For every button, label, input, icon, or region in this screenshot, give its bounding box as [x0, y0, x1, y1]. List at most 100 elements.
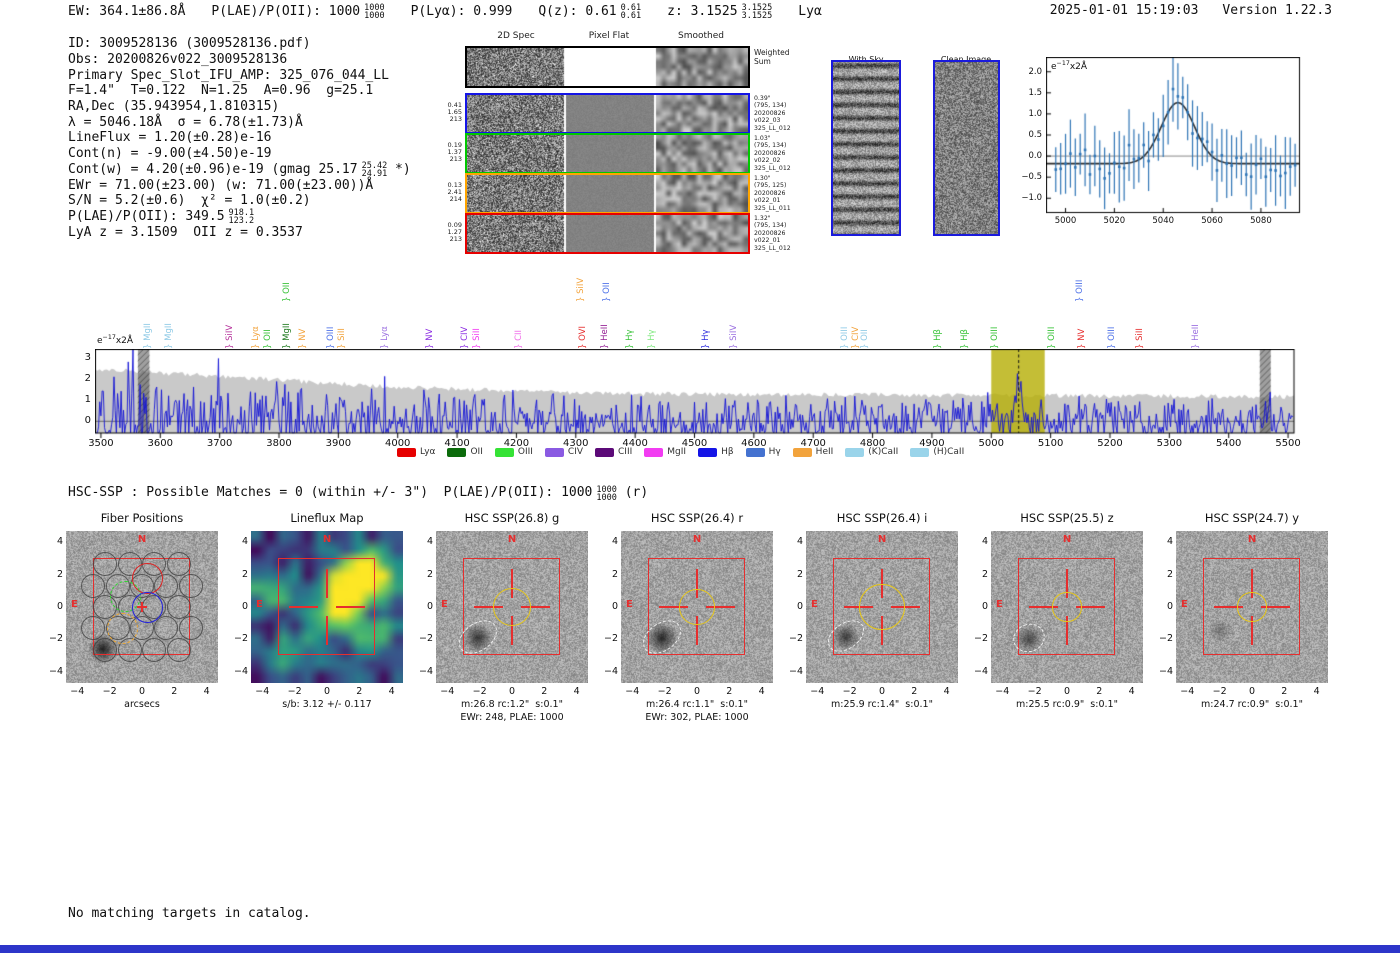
- spectrum-x-tick: 4800: [859, 438, 886, 449]
- panel-y-tick: −4: [233, 665, 248, 677]
- panel-y-tick: −2: [48, 633, 63, 645]
- emission-line-label: } HeII: [1191, 324, 1202, 349]
- legend-label: Hγ: [768, 447, 781, 457]
- panel-y-tick: 4: [241, 536, 248, 548]
- info-line: RA,Dec (35.943954,1.810315): [68, 99, 411, 115]
- inset-y-tick: 0.0: [1028, 151, 1042, 162]
- report-version: Version 1.22.3: [1222, 3, 1332, 18]
- panel-x-tick: 2: [171, 686, 178, 697]
- clean-cutout-image: [935, 62, 998, 234]
- legend-swatch: [644, 447, 664, 457]
- extraction-box: [1018, 558, 1115, 655]
- panel-y-tick: 4: [426, 536, 433, 548]
- spectrum-x-tick: 5400: [1215, 438, 1242, 449]
- panel-x-tick: −2: [1212, 686, 1227, 697]
- info-line: LyA z = 3.1509 OII z = 0.3537: [68, 224, 411, 240]
- full-spectrum-plot: [95, 349, 1296, 441]
- emission-line-label: } Hβ: [959, 329, 970, 349]
- panel-x-tick: −2: [1027, 686, 1042, 697]
- panel-x-tick: −2: [287, 686, 302, 697]
- panel-y-tick: 0: [611, 601, 618, 612]
- emission-line-label: } SiIV: [575, 277, 586, 302]
- footer-notes: No matching targets in catalog. Row inte…: [68, 876, 311, 953]
- panel-x-tick: 2: [1281, 686, 1288, 697]
- panel-x-tick: 2: [726, 686, 733, 697]
- spec2d-row-right-value: (795, 134): [754, 142, 787, 150]
- panel-x-tick: 4: [1128, 686, 1135, 697]
- legend-swatch: [447, 447, 467, 457]
- panel-y-tick: 2: [981, 568, 988, 580]
- crosshair-horizontal: [474, 606, 503, 608]
- inset-y-tick: 1.0: [1028, 108, 1042, 119]
- fraction-top: 3.1525: [741, 3, 773, 13]
- spec2d-row-right-value: 325_LL_012: [754, 244, 791, 252]
- panel-x-tick: 0: [508, 686, 516, 697]
- panel-y-tick: −4: [603, 665, 618, 677]
- panel-x-tick: −4: [70, 686, 85, 697]
- compass-east-label: E: [441, 599, 448, 610]
- panel-y-tick: 4: [1166, 536, 1173, 548]
- header-field-text: P(LAE)/P(OII): 1000: [211, 3, 361, 19]
- fiber-circle: [93, 552, 118, 577]
- spectrum-x-tick: 4100: [444, 438, 470, 449]
- info-line: EWr = 71.00(±23.00) (w: 71.00(±23.00))Å: [68, 177, 411, 193]
- fiber-circle: [142, 637, 167, 662]
- spec2d-row-right-value: 20200826: [754, 109, 786, 117]
- spec2d-row-right-value: 1.30": [754, 175, 771, 182]
- spec2d-row-left-labels: 0.19 1.37 213: [436, 141, 462, 164]
- info-line: Obs: 20200826v022_3009528136: [68, 52, 411, 68]
- spec2d-row-frame: [465, 173, 750, 214]
- line-fraction: 25.42 24.91: [362, 162, 388, 179]
- weighted-sum-strip: [467, 48, 748, 86]
- header-field: EW: 364.1±86.8Å: [68, 3, 185, 19]
- spec2d-column-title: Smoothed: [678, 31, 724, 41]
- legend-swatch: [745, 447, 765, 457]
- emission-line-label: } OVI: [577, 326, 588, 349]
- emission-line-label: } NV: [425, 328, 436, 349]
- line-text: RA,Dec (35.943954,1.810315): [68, 99, 280, 115]
- panel-x-tick: 2: [541, 686, 548, 697]
- panel-x-tick: 0: [138, 686, 146, 697]
- cutout-panel-title: HSC SSP(26.8) g: [464, 511, 560, 525]
- cutout-panel-title: HSC SSP(25.5) z: [1020, 511, 1114, 525]
- spec2d-row-right-value: v022_01: [754, 237, 781, 245]
- spec2d-row-right-value: 20200826: [754, 229, 786, 237]
- inset-x-tick: 5000: [1054, 216, 1077, 226]
- weighted-sum-label-line: Weighted: [754, 48, 790, 57]
- crosshair-horizontal: [1076, 606, 1105, 608]
- info-line: ID: 3009528136 (3009528136.pdf): [68, 36, 411, 52]
- legend-item: Hγ: [745, 447, 781, 457]
- panel-x-tick: 0: [1248, 686, 1256, 697]
- spec2d-row-right-labels: 1.32" (795, 134) 20200826 v022_01 325_LL_012: [754, 215, 800, 252]
- line-text: ID: 3009528136 (3009528136.pdf): [68, 36, 311, 52]
- aperture-circle: [1237, 592, 1267, 622]
- fiber-circle: [178, 616, 203, 641]
- fiber-circle: [166, 552, 191, 577]
- line-text: Cont(n) = -9.00(±4.50)e-19: [68, 146, 272, 162]
- line-text: EWr = 71.00(±23.00) (w: 71.00(±23.00))Å: [68, 177, 374, 193]
- spec2d-row-right-value: v022_01: [754, 197, 781, 205]
- panel-x-tick: −2: [472, 686, 487, 697]
- crosshair-vertical: [881, 569, 883, 598]
- spectrum-x-tick: 5000: [978, 438, 1004, 449]
- spec2d-row-right-value: (795, 134): [754, 102, 787, 110]
- spectrum-x-tick: 4600: [741, 438, 767, 449]
- emission-line-label: } Hγ: [625, 329, 636, 349]
- extraction-box: [278, 558, 375, 655]
- panel-y-tick: 0: [981, 601, 988, 612]
- panel-x-tick: 4: [758, 686, 765, 697]
- info-line: S/N = 5.2(±0.6) χ² = 1.0(±0.2): [68, 193, 411, 209]
- crosshair-horizontal: [1261, 606, 1290, 608]
- inset-x-tick: 5060: [1201, 216, 1223, 226]
- spec2d-row-right-labels: 1.30" (795, 125) 20200826 v022_01 325_LL_011: [754, 175, 800, 212]
- spec2d-row-left-value: 2.41: [447, 188, 462, 197]
- panel-x-tick: −4: [995, 686, 1010, 697]
- spec2d-row-left-labels: 0.09 1.27 213: [436, 221, 462, 244]
- spec2d-row-right-value: 1.03": [754, 135, 771, 142]
- info-line: F=1.4" T=0.122 N=1.25 A=0.96 g=25.1: [68, 83, 411, 99]
- spectrum-x-tick: 3500: [88, 438, 114, 449]
- legend-swatch: [910, 447, 930, 457]
- spectrum-x-tick: 4400: [622, 438, 648, 449]
- spec2d-row-right-value: v022_02: [754, 157, 781, 165]
